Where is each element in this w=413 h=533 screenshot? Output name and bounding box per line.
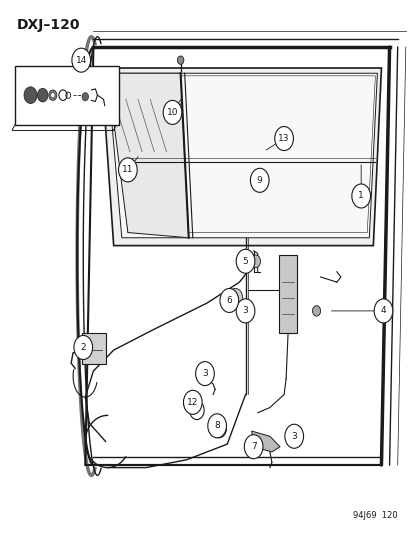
Text: 2: 2 <box>80 343 86 352</box>
Circle shape <box>177 56 183 64</box>
Polygon shape <box>107 73 188 238</box>
Text: 9: 9 <box>256 176 262 185</box>
FancyBboxPatch shape <box>278 255 297 333</box>
Text: 94J69  120: 94J69 120 <box>352 511 397 520</box>
Circle shape <box>351 184 370 208</box>
Circle shape <box>228 288 242 307</box>
Text: 13: 13 <box>278 134 289 143</box>
Text: 5: 5 <box>242 257 248 266</box>
Text: 11: 11 <box>122 165 133 174</box>
Text: 7: 7 <box>250 442 256 451</box>
Circle shape <box>118 158 137 182</box>
Text: +: + <box>231 293 239 303</box>
Circle shape <box>250 168 268 192</box>
Circle shape <box>274 126 293 150</box>
Circle shape <box>244 435 262 459</box>
Circle shape <box>215 424 222 433</box>
Circle shape <box>207 414 226 438</box>
Circle shape <box>211 419 226 438</box>
Circle shape <box>74 335 93 359</box>
Circle shape <box>236 299 254 323</box>
Text: 3: 3 <box>291 432 297 441</box>
Circle shape <box>219 288 238 312</box>
Text: 1: 1 <box>357 191 363 200</box>
Circle shape <box>24 87 37 103</box>
Text: 3: 3 <box>242 306 248 316</box>
Circle shape <box>250 255 260 268</box>
Circle shape <box>195 361 214 385</box>
Text: 10: 10 <box>166 108 178 117</box>
Circle shape <box>82 93 88 101</box>
Polygon shape <box>251 431 279 452</box>
Circle shape <box>37 88 48 102</box>
FancyBboxPatch shape <box>14 66 119 125</box>
Circle shape <box>128 160 135 169</box>
Circle shape <box>51 93 55 98</box>
FancyBboxPatch shape <box>82 333 106 364</box>
Text: 8: 8 <box>214 421 219 430</box>
Circle shape <box>284 424 303 448</box>
Circle shape <box>72 48 90 72</box>
Text: 12: 12 <box>187 398 198 407</box>
Circle shape <box>163 100 181 124</box>
Circle shape <box>373 299 392 323</box>
Polygon shape <box>107 73 377 238</box>
Circle shape <box>236 249 254 273</box>
Text: 6: 6 <box>226 296 232 305</box>
Circle shape <box>183 390 202 414</box>
Circle shape <box>49 90 57 100</box>
Text: 3: 3 <box>202 369 207 378</box>
Circle shape <box>189 401 204 419</box>
Polygon shape <box>101 68 380 246</box>
Circle shape <box>312 306 320 316</box>
Text: DXJ–120: DXJ–120 <box>16 19 80 33</box>
Text: 14: 14 <box>75 55 87 64</box>
Text: 4: 4 <box>380 306 385 316</box>
